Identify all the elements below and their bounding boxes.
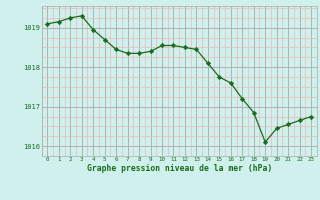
X-axis label: Graphe pression niveau de la mer (hPa): Graphe pression niveau de la mer (hPa) bbox=[87, 164, 272, 173]
